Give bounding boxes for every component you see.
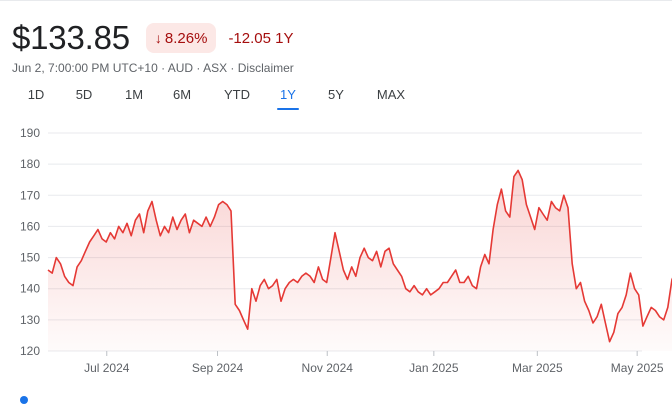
percent-change-badge: ↓ 8.26% [145,23,217,53]
y-axis-labels: 190 180 170 160 150 140 130 120 [20,126,40,358]
absolute-change: -12.05 1Y [228,29,294,47]
current-price: $133.85 [12,19,130,56]
series-indicator-dot [20,396,28,404]
y-tick-label: 180 [20,157,40,171]
tab-1y[interactable]: 1Y [277,84,299,110]
tab-1m[interactable]: 1M [124,87,144,102]
quote-header: $133.85 ↓ 8.26% -12.05 1Y [12,18,293,58]
x-tick-label: Mar 2025 [512,361,563,375]
y-tick-label: 120 [20,344,40,358]
y-tick-label: 160 [20,219,40,233]
top-divider [0,0,672,1]
x-tick-label: Jul 2024 [84,361,130,375]
tab-ytd[interactable]: YTD [224,87,250,102]
tab-5d[interactable]: 5D [75,87,93,102]
y-tick-label: 150 [20,251,40,265]
y-tick-label: 140 [20,282,40,296]
x-tick-label: Sep 2024 [192,361,244,375]
tab-5y[interactable]: 5Y [328,87,344,102]
tab-6m[interactable]: 6M [172,87,192,102]
x-tick-label: Nov 2024 [302,361,354,375]
x-axis-labels: Jul 2024 Sep 2024 Nov 2024 Jan 2025 Mar 2025… [84,351,664,375]
y-tick-label: 130 [20,313,40,327]
x-tick-label: May 2025 [611,361,664,375]
y-tick-label: 170 [20,188,40,202]
quote-subline: Jun 2, 7:00:00 PM UTC+10 · AUD · ASX · D… [12,61,294,75]
tab-max[interactable]: MAX [376,87,406,102]
y-tick-label: 190 [20,126,40,140]
percent-change: 8.26% [164,29,208,47]
x-tick-label: Jan 2025 [409,361,459,375]
arrow-down-icon: ↓ [154,30,162,46]
quote-timestamp: Jun 2, 7:00:00 PM UTC+10 · AUD · ASX · [12,61,238,75]
disclaimer-link[interactable]: Disclaimer [237,61,294,75]
tab-1d[interactable]: 1D [27,87,45,102]
price-chart[interactable]: 190 180 170 160 150 140 130 120 Jul 2024 Sep 202… [0,120,672,382]
price-line [47,169,672,343]
